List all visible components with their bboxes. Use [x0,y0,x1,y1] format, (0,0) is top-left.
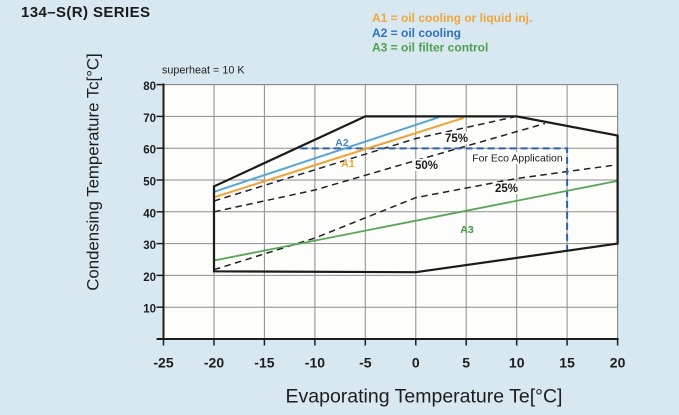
svg-text:70: 70 [143,113,156,125]
svg-text:10: 10 [143,304,156,316]
svg-text:A2: A2 [335,137,349,149]
svg-text:A3: A3 [460,224,474,236]
svg-text:60: 60 [143,145,156,157]
svg-text:25%: 25% [495,183,518,195]
svg-text:80: 80 [143,81,156,93]
svg-text:50: 50 [143,177,156,189]
svg-text:Evaporating Temperature Te[°C]: Evaporating Temperature Te[°C] [286,386,563,408]
svg-text:superheat = 10 K: superheat = 10 K [162,65,245,77]
svg-text:40: 40 [143,208,156,220]
svg-text:-5: -5 [359,355,372,371]
svg-text:-20: -20 [204,355,224,371]
svg-text:134–S(R) SERIES: 134–S(R) SERIES [21,4,150,21]
svg-text:A2 = oil cooling: A2 = oil cooling [372,26,461,40]
svg-text:20: 20 [610,355,626,371]
svg-text:-15: -15 [254,355,274,371]
svg-text:A3 = oil filter control: A3 = oil filter control [372,41,488,55]
svg-text:A1: A1 [341,158,355,170]
svg-text:75%: 75% [445,133,468,145]
svg-text:Condensing Temperature Tc[°C]: Condensing Temperature Tc[°C] [84,53,103,290]
svg-text:10: 10 [509,355,525,371]
svg-text:0: 0 [412,355,420,371]
svg-text:A1 = oil cooling or liquid inj: A1 = oil cooling or liquid inj. [372,11,532,25]
svg-text:5: 5 [462,355,470,371]
svg-text:-10: -10 [305,355,325,371]
svg-text:For Eco Application: For Eco Application [472,153,563,165]
svg-text:20: 20 [143,272,156,284]
svg-text:15: 15 [559,355,575,371]
svg-text:-25: -25 [153,355,173,371]
svg-text:30: 30 [143,240,156,252]
svg-text:50%: 50% [415,160,438,172]
